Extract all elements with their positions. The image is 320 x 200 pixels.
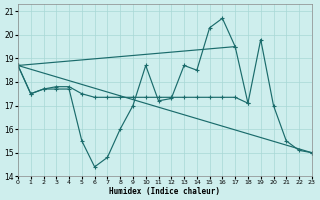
- X-axis label: Humidex (Indice chaleur): Humidex (Indice chaleur): [109, 187, 220, 196]
